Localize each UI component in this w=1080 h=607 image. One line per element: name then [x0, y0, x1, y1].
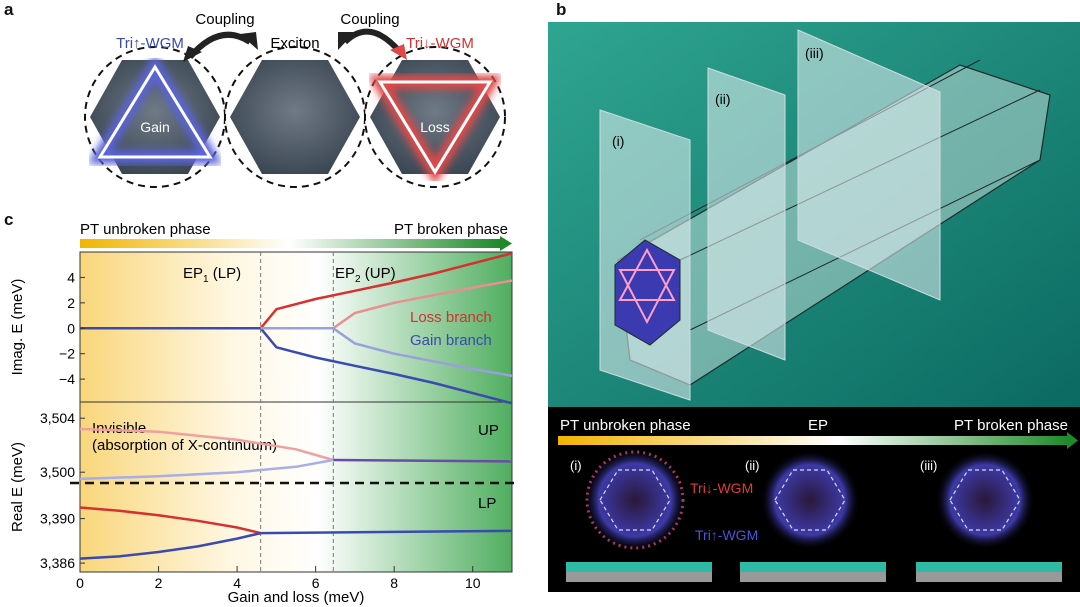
gain-branch-label: Gain branch: [410, 332, 492, 349]
plane-label-iii: (iii): [805, 45, 824, 61]
tri-up-wgm-unit: Gain: [84, 46, 226, 188]
inset-label-iii: (iii): [920, 458, 937, 473]
real_lp-series-1: [79, 531, 261, 560]
inset-label-i: (i): [570, 458, 582, 473]
imag-y-tick-label-0: 4: [67, 269, 75, 285]
mode-inset-i: (i): [566, 448, 712, 582]
ep2-label: EP2 (UP): [335, 265, 396, 285]
invisible-label-2: (absorption of X-continuum): [92, 437, 277, 454]
panel-b-letter: b: [556, 0, 567, 19]
inset-bar-right: PT broken phase: [954, 417, 1068, 434]
tick-layer: 0 2 4 6 8 10 4 2 0 −2 −4 3,504 3,500 3,390 3,386: [40, 269, 481, 591]
panel-a-letter: a: [4, 0, 14, 19]
coupling-arrow-left: [187, 31, 252, 59]
real_up-y-tick-label-0: 3,504: [40, 410, 75, 426]
imag-series-1: [80, 327, 513, 405]
plane-label-i: (i): [612, 133, 624, 149]
slice-plane-iii: [797, 29, 941, 301]
imag-y-tick-label-1: 2: [67, 295, 75, 311]
phase-right-label: PT broken phase: [394, 221, 508, 238]
lp-label: LP: [478, 495, 496, 512]
coupling-arrow-right: [342, 28, 403, 54]
series-layer: [79, 252, 513, 560]
inset-bar-mid: EP: [808, 417, 828, 434]
gain-label: Gain: [140, 119, 170, 135]
panel-c-letter: c: [4, 210, 14, 229]
slice-plane-ii: [707, 67, 786, 361]
coupling-label-right: Coupling: [340, 11, 399, 28]
phase-gradient-bar: [80, 239, 500, 248]
x-tick-label-0: 0: [76, 575, 84, 591]
imag-series-0: [80, 252, 513, 330]
imag-y-tick-label-2: 0: [67, 320, 75, 336]
x-tick-label-1: 2: [155, 575, 163, 591]
real_up-series-2: [333, 458, 513, 463]
tri-up-label: Tri↑-WGM: [116, 35, 184, 52]
panel-b-illustration: (i) (ii) (iii) PT unbroken phase EP PT b…: [548, 22, 1080, 592]
panel-c-chart: PT unbroken phase PT broken phase EP1 (L…: [9, 221, 520, 606]
real-panel-frame: [79, 401, 513, 573]
x-tick-label-5: 10: [465, 575, 481, 591]
real_up-y-tick-label-1: 3,500: [40, 464, 75, 480]
x-tick-label-3: 6: [312, 575, 320, 591]
exciton-label: Exciton: [270, 35, 319, 52]
mode-inset-iii: (iii): [916, 450, 1062, 582]
inset-label-ii: (ii): [745, 458, 759, 473]
real-y-axis-label: Real E (meV): [9, 442, 26, 532]
x-tick-label-4: 8: [390, 575, 398, 591]
imag-series-3: [260, 327, 513, 378]
imag-y-tick-label-4: −4: [59, 371, 75, 387]
plot-background: [80, 252, 512, 572]
up-label: UP: [478, 422, 499, 439]
end-facet-hexagon: [614, 239, 681, 346]
plane-label-ii: (ii): [715, 91, 731, 107]
inset-tri-down-label: Tri↓-WGM: [690, 480, 753, 496]
ep1-label: EP1 (LP): [183, 265, 241, 285]
x-tick-label-2: 4: [233, 575, 241, 591]
imag-y-axis-label: Imag. E (meV): [9, 279, 26, 376]
inset-tri-up-label: Tri↑-WGM: [695, 527, 758, 543]
tri-down-label: Tri↓-WGM: [406, 35, 474, 52]
invisible-label-1: Invisible: [92, 420, 146, 437]
panel-a-diagram: Gain Loss Coupling Coupling Tri↑-WGM Exc…: [84, 11, 506, 188]
real_lp-series-0: [79, 506, 261, 535]
mode-inset-ii: (ii): [740, 450, 886, 582]
real_lp-y-tick-label-0: 3,390: [40, 511, 75, 527]
tri-down-wgm-unit: Loss: [364, 46, 506, 188]
real_lp-y-tick-label-1: 3,386: [40, 555, 75, 571]
inset-phase-bar: [558, 436, 1068, 445]
phase-left-label: PT unbroken phase: [80, 221, 211, 238]
inset-bar-left: PT unbroken phase: [560, 417, 691, 434]
loss-label: Loss: [420, 119, 450, 135]
imag-y-tick-label-3: −2: [59, 346, 75, 362]
x-axis-label: Gain and loss (meV): [228, 589, 365, 606]
exciton-unit: [224, 46, 366, 188]
coupling-label-left: Coupling: [195, 11, 254, 28]
loss-branch-label: Loss branch: [410, 309, 492, 326]
real_up-series-1: [79, 458, 334, 481]
real_up-series-0: [79, 427, 334, 462]
real_lp-series-2: [260, 529, 513, 535]
